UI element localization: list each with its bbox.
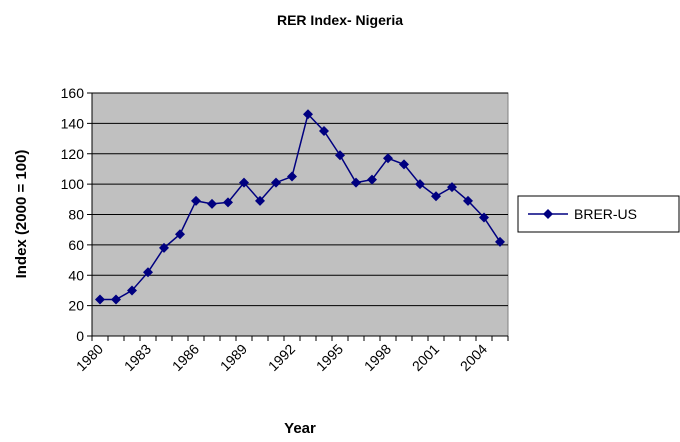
y-tick-label: 80 xyxy=(68,207,84,223)
data-point xyxy=(431,191,441,202)
chart-title: RER Index- Nigeria xyxy=(277,12,403,28)
data-point xyxy=(111,294,121,305)
data-point xyxy=(303,109,313,120)
y-axis-title: Index (2000 = 100) xyxy=(13,150,30,279)
x-tick-label: 2001 xyxy=(409,341,442,374)
y-tick-label: 60 xyxy=(68,237,84,253)
legend-marker xyxy=(543,209,553,219)
data-point xyxy=(463,195,473,206)
data-point xyxy=(207,198,217,209)
x-tick-label: 1998 xyxy=(361,341,394,374)
x-tick-label: 1995 xyxy=(313,341,346,374)
x-tick-label: 1992 xyxy=(265,341,298,374)
x-axis-title: Year xyxy=(284,420,316,437)
data-point xyxy=(127,285,137,296)
data-point xyxy=(175,229,185,240)
data-point xyxy=(383,153,393,164)
data-point xyxy=(95,294,105,305)
data-point xyxy=(415,179,425,190)
data-point xyxy=(335,150,345,161)
x-tick-label: 1986 xyxy=(169,341,202,374)
y-tick-label: 120 xyxy=(61,146,85,162)
data-point xyxy=(367,174,377,185)
data-point xyxy=(255,195,265,206)
x-tick-label: 1980 xyxy=(73,341,106,374)
data-point xyxy=(143,267,153,278)
y-tick-label: 100 xyxy=(61,176,85,192)
data-point xyxy=(191,195,201,206)
data-point xyxy=(271,177,281,188)
data-point xyxy=(223,197,233,208)
data-point xyxy=(287,171,297,182)
y-tick-label: 0 xyxy=(76,328,84,344)
data-point xyxy=(399,159,409,170)
data-point xyxy=(239,177,249,188)
x-tick-label: 2004 xyxy=(457,341,490,374)
data-point xyxy=(159,242,169,253)
y-tick-label: 160 xyxy=(61,85,85,101)
data-point xyxy=(319,125,329,136)
data-point xyxy=(351,177,361,188)
x-tick-label: 1983 xyxy=(121,341,154,374)
legend-label: BRER-US xyxy=(574,206,637,222)
y-tick-label: 140 xyxy=(61,115,85,131)
data-point xyxy=(447,182,457,193)
y-tick-label: 40 xyxy=(68,267,84,283)
data-point xyxy=(479,212,489,223)
data-point xyxy=(495,236,505,247)
y-tick-label: 20 xyxy=(68,298,84,314)
x-tick-label: 1989 xyxy=(217,341,250,374)
